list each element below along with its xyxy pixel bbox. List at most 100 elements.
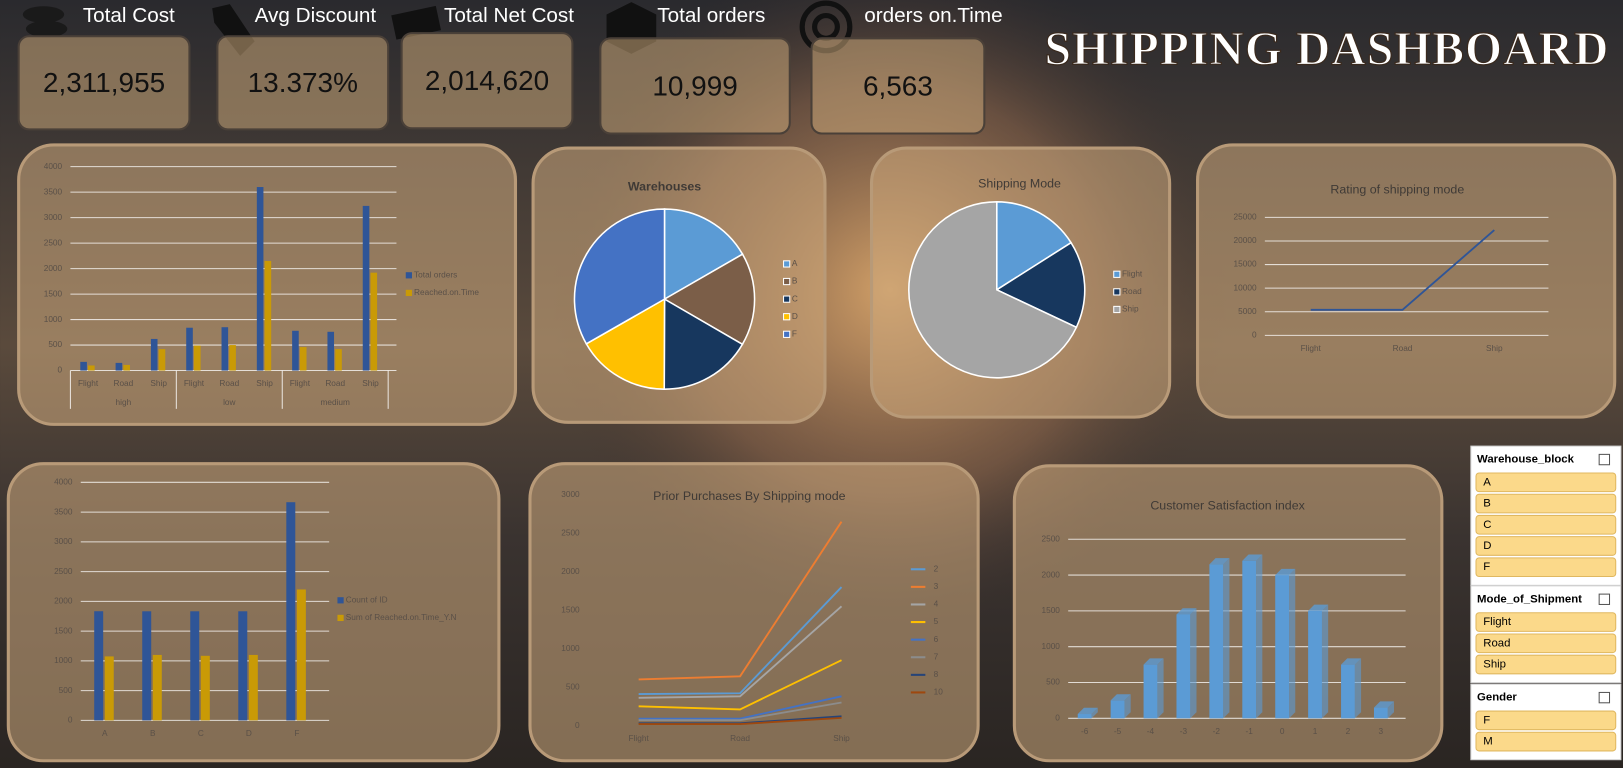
kpi-label: Avg Discount xyxy=(255,4,377,27)
bar xyxy=(292,330,299,371)
dashboard-title: SHIPPING DASHBOARD xyxy=(1045,24,1610,76)
slicer-item-label: A xyxy=(1483,476,1491,488)
x-tick-label: A xyxy=(102,729,108,738)
slicer-clear-icon xyxy=(1598,593,1611,605)
x-tick-label: -5 xyxy=(1114,727,1122,736)
chart-title: Prior Purchases By Shipping mode xyxy=(653,489,845,503)
slicer-item-label: Road xyxy=(1483,637,1510,649)
slicer-item[interactable] xyxy=(1475,493,1617,514)
y-tick-label: 1000 xyxy=(44,315,63,324)
y-tick-label: 3000 xyxy=(561,490,580,499)
y-tick-label: 20000 xyxy=(1234,236,1257,245)
slicer-title: Warehouse_block xyxy=(1477,454,1575,466)
slicer-item[interactable] xyxy=(1475,710,1617,731)
kpi-card xyxy=(17,35,191,131)
pie-slice xyxy=(573,208,666,345)
chart-panel xyxy=(6,462,501,763)
bar xyxy=(221,327,229,371)
slicer-item[interactable] xyxy=(1475,472,1617,493)
legend-label: Reached.on.Time xyxy=(414,288,479,297)
slicer-item[interactable] xyxy=(1475,536,1617,556)
pie-slice xyxy=(585,297,666,390)
line-series xyxy=(1310,229,1495,311)
legend-label: Count of ID xyxy=(346,596,388,605)
bar xyxy=(1341,664,1355,719)
y-tick-label: 500 xyxy=(48,340,62,349)
kpi-card xyxy=(216,35,390,131)
legend-label: D xyxy=(792,312,798,321)
slicer-item[interactable] xyxy=(1475,654,1617,675)
bar xyxy=(104,656,114,721)
bar-side xyxy=(1157,658,1164,719)
bar-side xyxy=(1387,701,1394,719)
y-tick-label: 2000 xyxy=(561,567,580,576)
y-tick-label: 0 xyxy=(1252,331,1257,340)
y-tick-label: 2000 xyxy=(44,264,63,273)
bar xyxy=(362,205,370,371)
bar xyxy=(186,327,193,371)
kpi-value: 2,014,620 xyxy=(425,65,549,96)
x-tick-label: -4 xyxy=(1147,727,1155,736)
y-tick-label: 2500 xyxy=(561,528,580,537)
slicer-item-label: Ship xyxy=(1483,658,1506,670)
icon-coins xyxy=(25,20,68,38)
bar xyxy=(1209,564,1224,719)
y-tick-label: 4000 xyxy=(54,478,73,487)
pie-slice xyxy=(995,201,1073,292)
slicer-item[interactable] xyxy=(1475,731,1617,752)
y-tick-label: 500 xyxy=(1046,678,1060,687)
y-tick-label: 1500 xyxy=(561,605,580,614)
x-tick-label: C xyxy=(198,729,204,738)
pie-slice xyxy=(908,201,1078,379)
chart-title: Warehouses xyxy=(628,180,701,194)
bar xyxy=(238,611,248,721)
x-tick-label: 2 xyxy=(1346,727,1351,736)
y-tick-label: 1500 xyxy=(1042,606,1061,615)
x-tick-label: B xyxy=(150,729,156,738)
bar xyxy=(299,347,307,371)
slicer-item[interactable] xyxy=(1475,612,1617,632)
x-tick-label: Ship xyxy=(1486,344,1503,353)
bar xyxy=(142,611,152,721)
y-tick-label: 0 xyxy=(1055,714,1060,723)
bar xyxy=(158,349,166,371)
kpi-card xyxy=(810,37,986,135)
bar-side xyxy=(1124,694,1131,719)
chart-title: Shipping Mode xyxy=(978,177,1061,191)
bar xyxy=(190,611,200,721)
legend-marker xyxy=(337,614,344,622)
slicer-item[interactable] xyxy=(1475,557,1617,578)
slicer-item[interactable] xyxy=(1475,514,1617,535)
bar-top xyxy=(1209,558,1230,565)
y-tick-label: 0 xyxy=(575,721,580,730)
line-series xyxy=(638,659,842,711)
slicer-item-label: C xyxy=(1483,519,1491,531)
x-tick-label: Road xyxy=(219,379,239,388)
x-tick-label: 3 xyxy=(1379,727,1384,736)
x-tick-label: 1 xyxy=(1313,727,1318,736)
bar-side xyxy=(1190,608,1197,719)
bar xyxy=(296,589,306,721)
group-label: low xyxy=(223,398,235,407)
slicer-clear-icon xyxy=(1598,453,1611,466)
bar-top xyxy=(1143,658,1164,665)
y-tick-label: 2000 xyxy=(1042,570,1061,579)
slicer-item[interactable] xyxy=(1475,633,1617,654)
legend-label: 7 xyxy=(934,652,939,661)
bar-top xyxy=(1242,554,1263,561)
legend-marker xyxy=(1113,305,1121,314)
bar-side xyxy=(1223,558,1230,719)
x-tick-label: Ship xyxy=(150,379,167,388)
bar xyxy=(1110,700,1125,719)
legend-marker xyxy=(1113,288,1121,296)
bar xyxy=(88,365,95,371)
y-tick-label: 10000 xyxy=(1234,283,1257,292)
legend-label: Road xyxy=(1122,287,1142,296)
x-tick-label: Road xyxy=(1393,344,1413,353)
y-tick-label: 0 xyxy=(68,716,73,725)
legend-marker xyxy=(405,272,412,279)
legend-label: 6 xyxy=(934,635,939,644)
x-tick-label: Flight xyxy=(184,379,205,388)
x-tick-label: Flight xyxy=(78,379,99,388)
legend-label: 5 xyxy=(934,617,939,626)
